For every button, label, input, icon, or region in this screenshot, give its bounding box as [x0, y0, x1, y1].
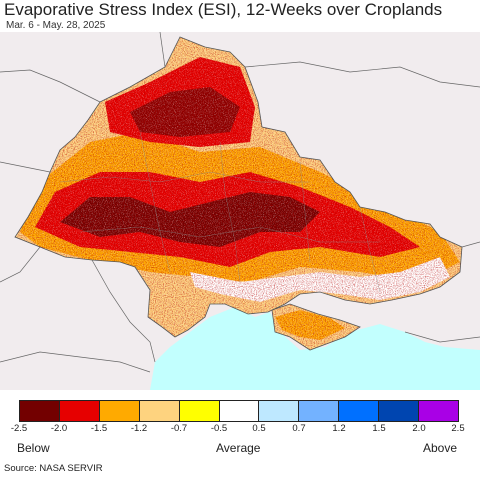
legend-tick: 2.0: [412, 423, 426, 434]
date-range: Mar. 6 - May. 28, 2025: [6, 20, 106, 31]
legend-tick: 1.2: [332, 423, 346, 434]
legend-swatch-10: [379, 401, 420, 421]
legend-swatch-4: [139, 401, 180, 421]
legend-above-label: Above: [423, 441, 458, 455]
crimea-border: [271, 303, 361, 351]
legend-tick: 1.5: [372, 423, 386, 434]
legend-swatch-2: [59, 401, 100, 421]
legend-swatch-8: [299, 401, 340, 421]
oblast-borders: [59, 131, 381, 293]
legend-swatch-5: [179, 401, 220, 421]
legend-tick: 0.7: [292, 423, 306, 434]
legend-tick: -2.0: [50, 423, 68, 434]
legend-swatch-1: [20, 401, 60, 421]
legend-swatch-6: [219, 401, 260, 421]
legend-tick: 2.5: [451, 423, 465, 434]
legend-swatch-3: [99, 401, 140, 421]
legend-tick: -1.2: [130, 423, 148, 434]
map-title: Evaporative Stress Index (ESI), 12-Weeks…: [4, 0, 443, 19]
legend-tick: -1.5: [90, 423, 108, 434]
legend-ticks: -2.5 -2.0 -1.5 -1.2 -0.7 -0.5 0.5 0.7 1.…: [0, 423, 480, 437]
legend-swatch-11: [419, 401, 458, 421]
legend-tick: -0.7: [170, 423, 188, 434]
neighbor-borders: [0, 32, 480, 373]
legend-tick: 0.5: [252, 423, 266, 434]
source-credit: Source: NASA SERVIR: [4, 463, 103, 474]
legend-tick: -2.5: [10, 423, 28, 434]
esi-map: [0, 32, 480, 390]
legend-below-label: Below: [17, 441, 50, 455]
legend-average-label: Average: [216, 441, 261, 455]
legend-color-bar: [19, 400, 459, 422]
legend-swatch-7: [259, 401, 300, 421]
ukraine-border: [14, 36, 463, 338]
legend-tick: -0.5: [210, 423, 228, 434]
legend-swatch-9: [339, 401, 380, 421]
